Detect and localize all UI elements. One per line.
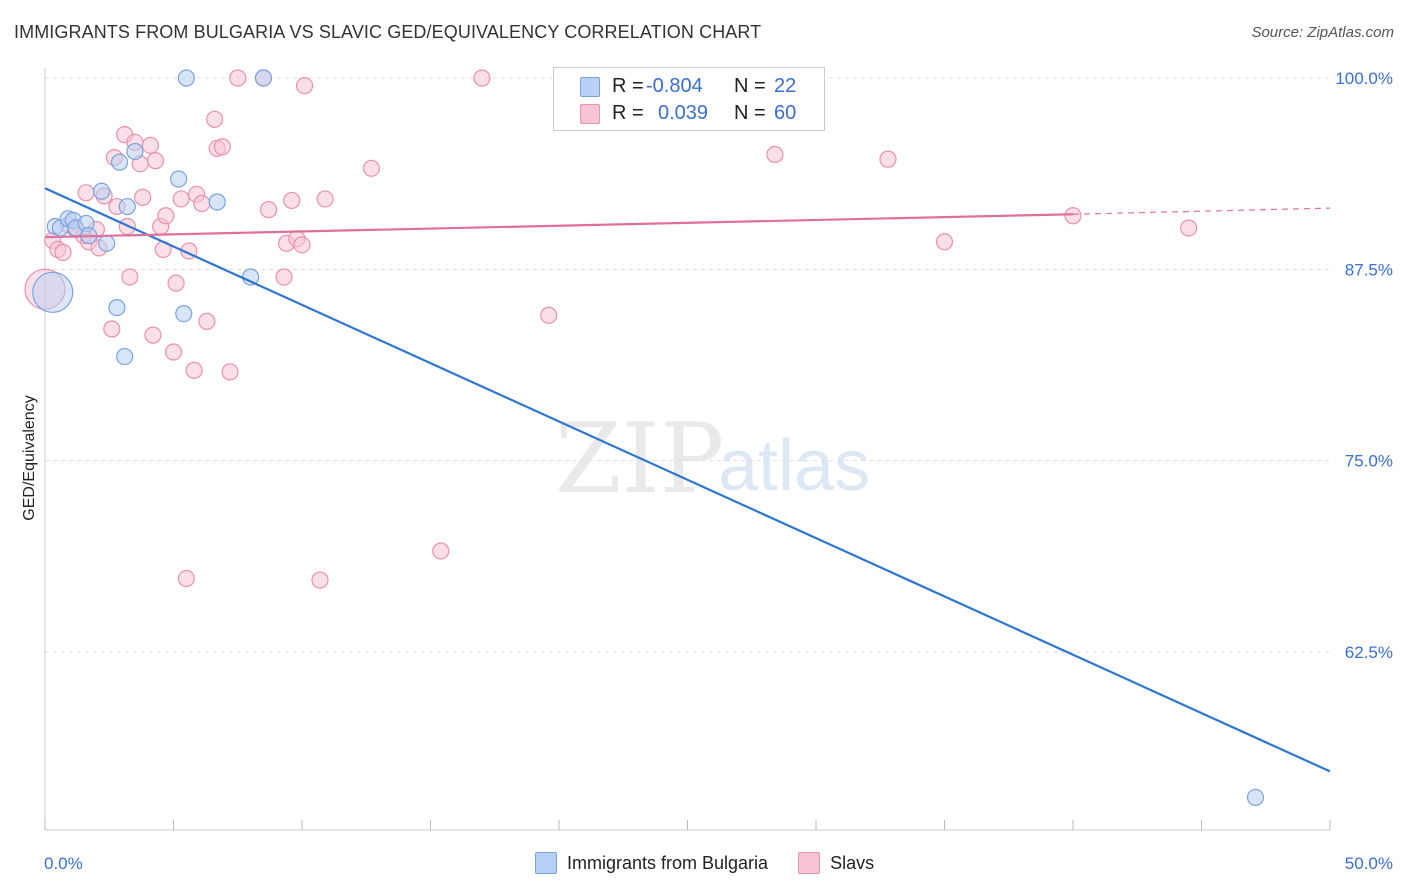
- pink-point: [221, 363, 239, 381]
- pink-trend-line: [44, 213, 1074, 239]
- pink-point: [167, 274, 185, 292]
- pink-point: [141, 136, 159, 154]
- legend-swatch-blue: [580, 77, 600, 97]
- pink-trend-line-extension: [1072, 207, 1331, 215]
- series-legend-item-bulgaria: Immigrants from Bulgaria: [535, 852, 768, 874]
- series-legend: Immigrants from Bulgaria Slavs: [535, 852, 904, 874]
- y-tick-label: 87.5%: [1345, 260, 1393, 279]
- pink-point: [432, 542, 450, 560]
- pink-point: [172, 190, 190, 208]
- chart-title: IMMIGRANTS FROM BULGARIA VS SLAVIC GED/E…: [14, 22, 762, 42]
- pink-point: [259, 201, 278, 219]
- x-tick-label: 0.0%: [44, 854, 83, 873]
- series-swatch-blue: [535, 852, 557, 874]
- blue-point: [98, 234, 116, 252]
- pink-point: [473, 69, 491, 87]
- pink-point: [185, 361, 203, 379]
- pink-point: [206, 110, 224, 128]
- blue-point: [116, 347, 134, 366]
- blue-point: [32, 271, 74, 313]
- pink-point: [229, 69, 247, 87]
- pink-point: [879, 150, 897, 168]
- blue-point: [254, 69, 273, 87]
- blue-point: [170, 170, 188, 188]
- legend-r-value: 0.039: [658, 101, 709, 124]
- pink-point: [198, 312, 216, 330]
- pink-point: [293, 236, 311, 254]
- pink-point: [157, 207, 175, 225]
- blue-point: [208, 193, 226, 211]
- pink-point: [275, 268, 293, 286]
- pink-point: [103, 320, 121, 338]
- blue-point: [126, 142, 144, 161]
- x-tick-label: 50.0%: [1345, 854, 1393, 873]
- pink-point: [311, 571, 329, 589]
- blue-point: [92, 182, 111, 200]
- pink-point: [283, 191, 301, 210]
- pink-point: [144, 326, 162, 344]
- legend-r-label: R =: [612, 74, 644, 97]
- blue-point: [108, 299, 126, 317]
- blue-trend-line: [44, 187, 1331, 773]
- legend-n-value: 22: [774, 74, 797, 97]
- series-swatch-pink: [798, 852, 821, 874]
- pink-point: [1064, 207, 1082, 225]
- pink-point: [177, 569, 195, 588]
- y-tick-label: 100.0%: [1335, 69, 1393, 88]
- blue-point: [118, 197, 136, 216]
- pink-point: [121, 268, 139, 286]
- source-label: Source: ZipAtlas.com: [1251, 24, 1394, 41]
- legend-n-value: 60: [774, 101, 797, 124]
- series-legend-label: Slavs: [830, 852, 875, 873]
- y-tick-label: 62.5%: [1345, 643, 1393, 662]
- blue-point: [1246, 788, 1265, 807]
- y-tick-label: 75.0%: [1345, 452, 1393, 471]
- pink-point: [295, 77, 314, 95]
- legend-n-label: N =: [734, 74, 766, 97]
- pink-point: [1180, 219, 1198, 237]
- legend-n-label: N =: [734, 101, 766, 124]
- pink-point: [146, 152, 165, 170]
- series-legend-item-slavs: Slavs: [798, 852, 874, 874]
- blue-point: [175, 305, 193, 323]
- pink-point: [193, 194, 211, 213]
- pink-point: [77, 184, 95, 202]
- legend-swatch-pink: [580, 104, 600, 124]
- watermark-atlas: atlas: [718, 426, 870, 506]
- blue-point: [177, 69, 195, 87]
- pink-point: [935, 233, 954, 251]
- pink-point: [213, 138, 231, 156]
- pink-point: [54, 243, 72, 262]
- stats-legend: R = -0.804 N = 22 R = 0.039 N = 60: [553, 67, 825, 131]
- blue-point: [110, 153, 129, 171]
- pink-point: [362, 159, 380, 177]
- pink-point: [766, 145, 784, 164]
- legend-r-label: R =: [612, 101, 644, 124]
- pink-point: [316, 190, 334, 208]
- pink-point: [164, 343, 183, 361]
- legend-r-value: -0.804: [646, 74, 703, 97]
- pink-point: [540, 306, 558, 324]
- series-legend-label: Immigrants from Bulgaria: [567, 852, 769, 873]
- pink-point: [134, 188, 152, 206]
